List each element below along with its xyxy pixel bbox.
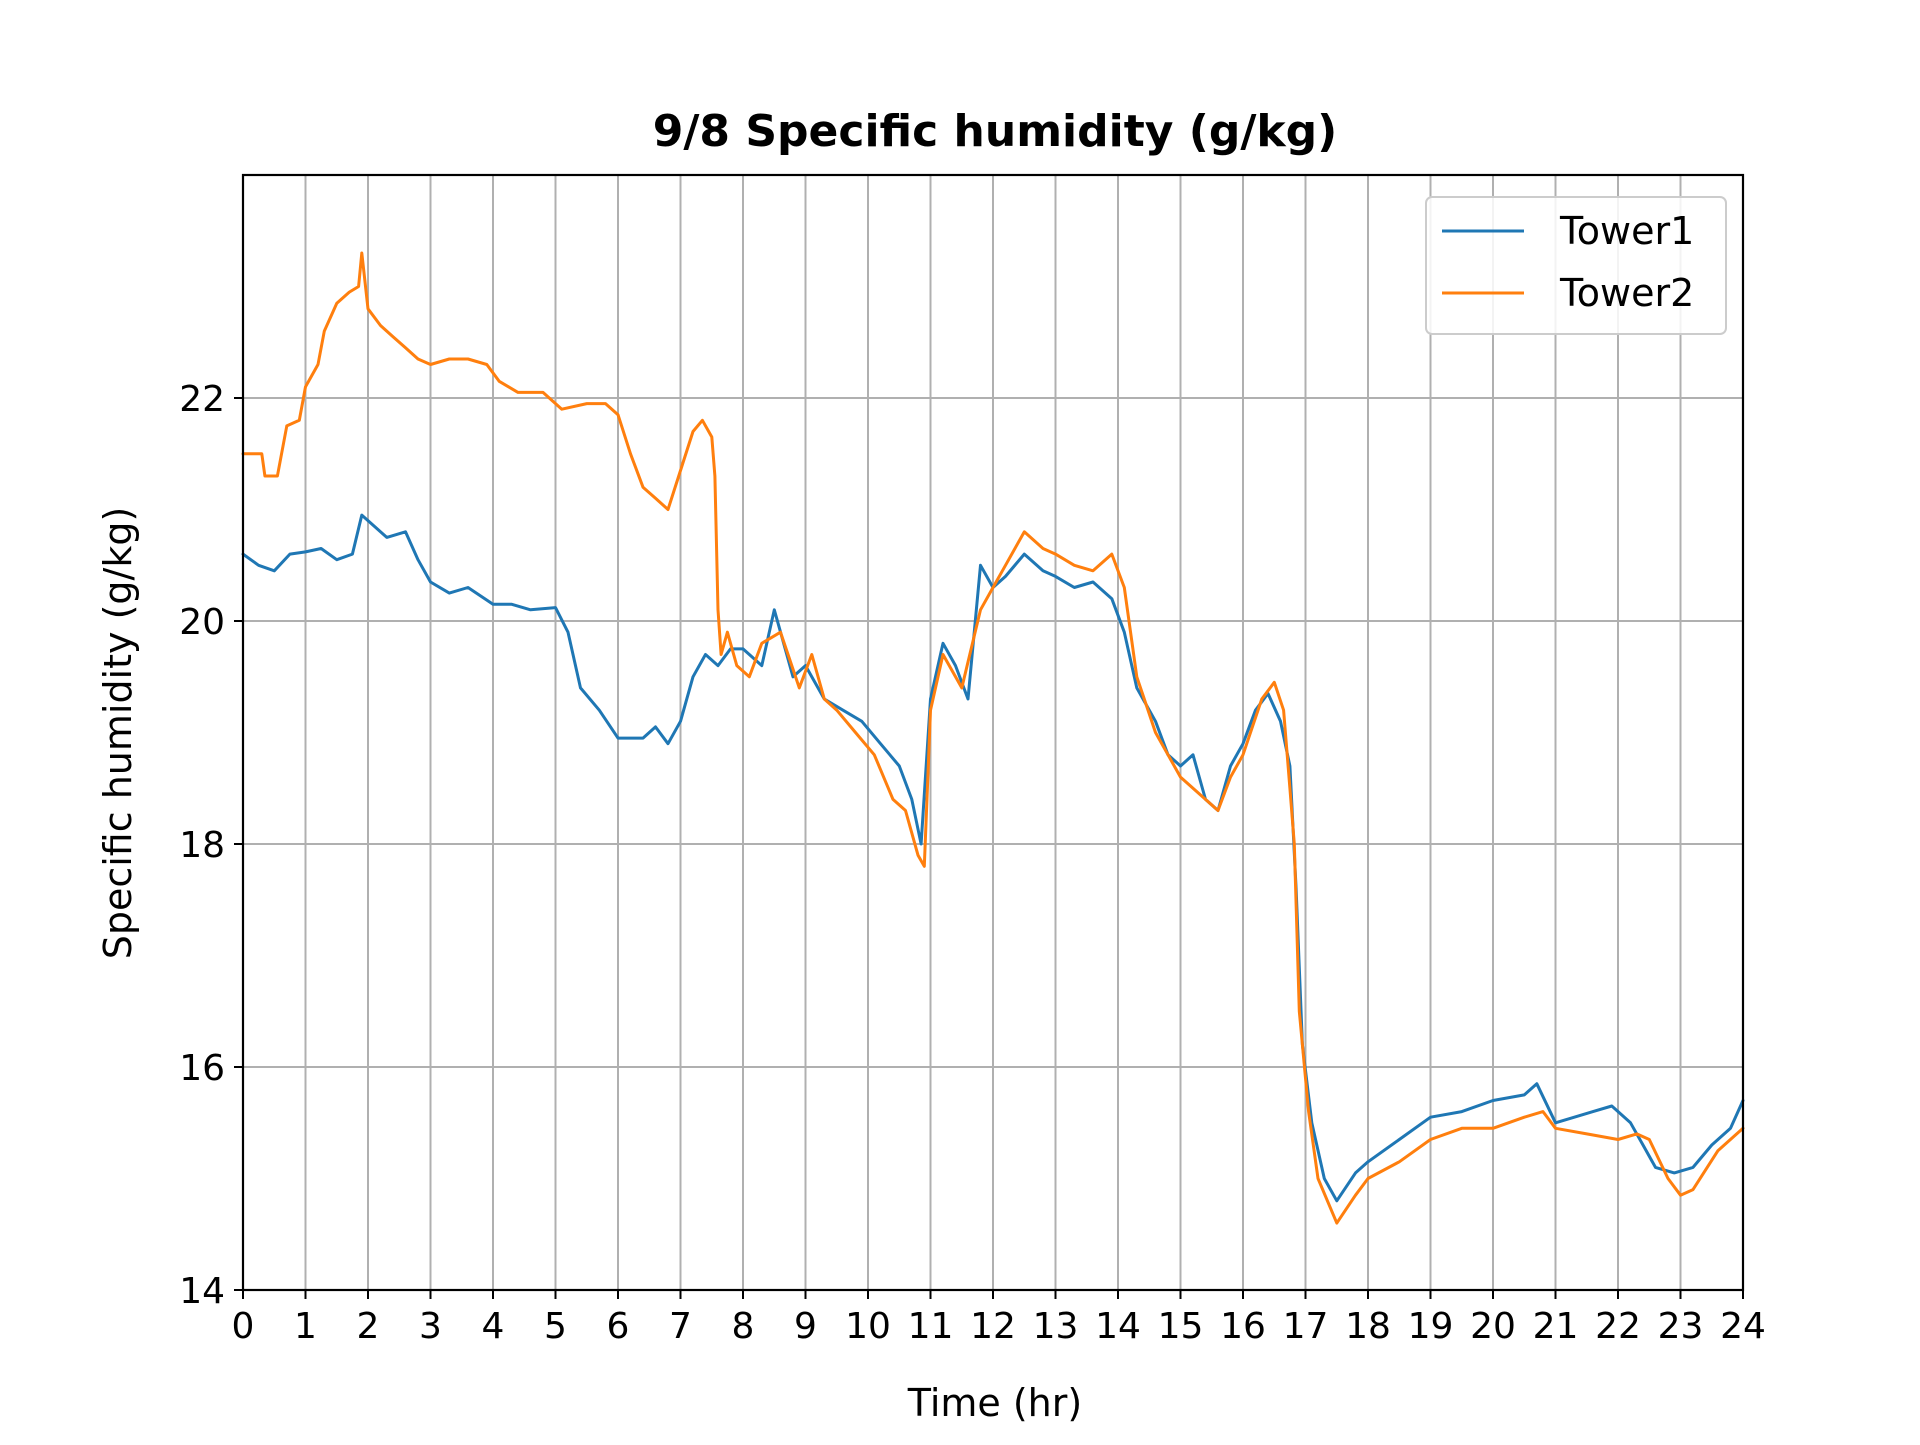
x-tick-label: 13 — [1033, 1306, 1079, 1347]
x-tick-label: 19 — [1408, 1306, 1454, 1347]
x-tick-label: 21 — [1533, 1306, 1579, 1347]
x-tick-label: 6 — [607, 1306, 630, 1347]
ticks: 0 1 2 3 4 5 6 7 8 9 10 11 12 13 14 15 16 17 18 19 20 21 22 23 24… — [179, 379, 1766, 1347]
chart-title: 9/8 Specific humidity (g/kg) — [653, 106, 1338, 157]
y-axis-label: Specific humidity (g/kg) — [96, 507, 140, 960]
legend-label-tower2: Tower2 — [1559, 271, 1694, 315]
x-tick-label: 5 — [544, 1306, 567, 1347]
x-tick-label: 24 — [1720, 1306, 1766, 1347]
x-tick-label: 11 — [908, 1306, 954, 1347]
x-tick-label: 9 — [794, 1306, 817, 1347]
x-tick-label: 2 — [357, 1306, 380, 1347]
x-tick-label: 16 — [1220, 1306, 1266, 1347]
x-tick-label: 8 — [732, 1306, 755, 1347]
x-axis-label: Time (hr) — [907, 1381, 1082, 1425]
legend-label-tower1: Tower1 — [1559, 209, 1694, 253]
legend: Tower1 Tower2 — [1425, 196, 1727, 335]
x-tick-label: 10 — [845, 1306, 891, 1347]
series-layer — [241, 251, 1745, 1225]
x-tick-label: 23 — [1658, 1306, 1704, 1347]
x-tick-label: 17 — [1283, 1306, 1329, 1347]
series-line-tower2 — [241, 251, 1745, 1225]
x-tick-label: 15 — [1158, 1306, 1204, 1347]
y-tick-label: 14 — [179, 1271, 225, 1312]
x-tick-label: 1 — [294, 1306, 317, 1347]
x-tick-label: 18 — [1345, 1306, 1391, 1347]
y-tick-label: 18 — [179, 825, 225, 866]
x-tick-label: 22 — [1595, 1306, 1641, 1347]
x-tick-label: 7 — [669, 1306, 692, 1347]
x-tick-label: 3 — [419, 1306, 442, 1347]
x-tick-label: 12 — [970, 1306, 1016, 1347]
x-tick-label: 0 — [232, 1306, 255, 1347]
x-tick-label: 4 — [482, 1306, 505, 1347]
y-tick-label: 22 — [179, 379, 225, 420]
y-tick-label: 16 — [179, 1048, 225, 1089]
y-tick-label: 20 — [179, 602, 225, 643]
x-tick-label: 20 — [1470, 1306, 1516, 1347]
x-tick-label: 14 — [1095, 1306, 1141, 1347]
